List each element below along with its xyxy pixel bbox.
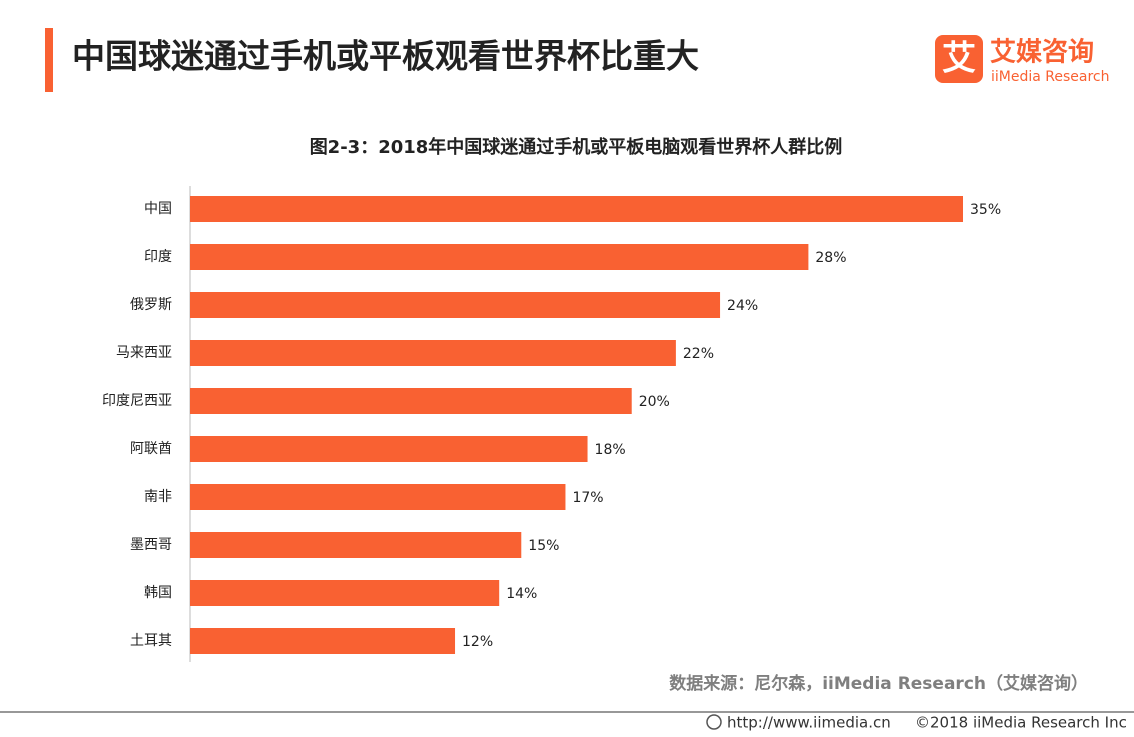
bar [190, 292, 721, 318]
category-label: 印度 [144, 249, 172, 265]
bar [190, 436, 588, 462]
bar [190, 196, 963, 222]
footer-url: http://www.iimedia.cn [727, 714, 891, 732]
category-label: 南非 [144, 489, 172, 505]
value-label: 22% [683, 346, 714, 362]
category-label: 中国 [144, 201, 172, 217]
logo-name: 艾媒咨询 [990, 37, 1094, 68]
bar [190, 244, 809, 270]
category-label: 印度尼西亚 [102, 393, 172, 409]
header-accent [45, 28, 53, 92]
value-label: 17% [572, 490, 603, 506]
value-label: 35% [970, 202, 1001, 218]
globe-icon [706, 714, 722, 730]
category-label: 土耳其 [130, 633, 172, 649]
bar [190, 340, 676, 366]
category-label: 墨西哥 [130, 537, 172, 553]
category-label: 俄罗斯 [130, 297, 172, 313]
logo-icon: 艾 [942, 39, 976, 79]
bar [190, 628, 456, 654]
logo-icon-bg [935, 35, 983, 83]
source: 数据来源：尼尔森，iiMedia Research（艾媒咨询） [669, 673, 1088, 694]
bar [190, 532, 522, 558]
chart-title: 图2-3：2018年中国球迷通过手机或平板电脑观看世界杯人群比例 [310, 136, 843, 158]
bar [190, 580, 500, 606]
value-label: 24% [727, 298, 758, 314]
footer-copyright: ©2018 iiMedia Research Inc [915, 714, 1127, 732]
value-label: 28% [815, 250, 846, 266]
category-label: 韩国 [144, 585, 172, 601]
page-title: 中国球迷通过手机或平板观看世界杯比重大 [72, 37, 699, 76]
category-label: 阿联酋 [130, 440, 172, 457]
category-label: 马来西亚 [116, 345, 172, 361]
logo-sub: iiMedia Research [991, 69, 1110, 85]
value-label: 15% [528, 538, 559, 554]
value-label: 12% [462, 634, 493, 650]
bar [190, 484, 566, 510]
value-label: 14% [506, 586, 537, 602]
value-label: 20% [639, 394, 670, 410]
bar [190, 388, 632, 414]
value-label: 18% [595, 442, 626, 458]
